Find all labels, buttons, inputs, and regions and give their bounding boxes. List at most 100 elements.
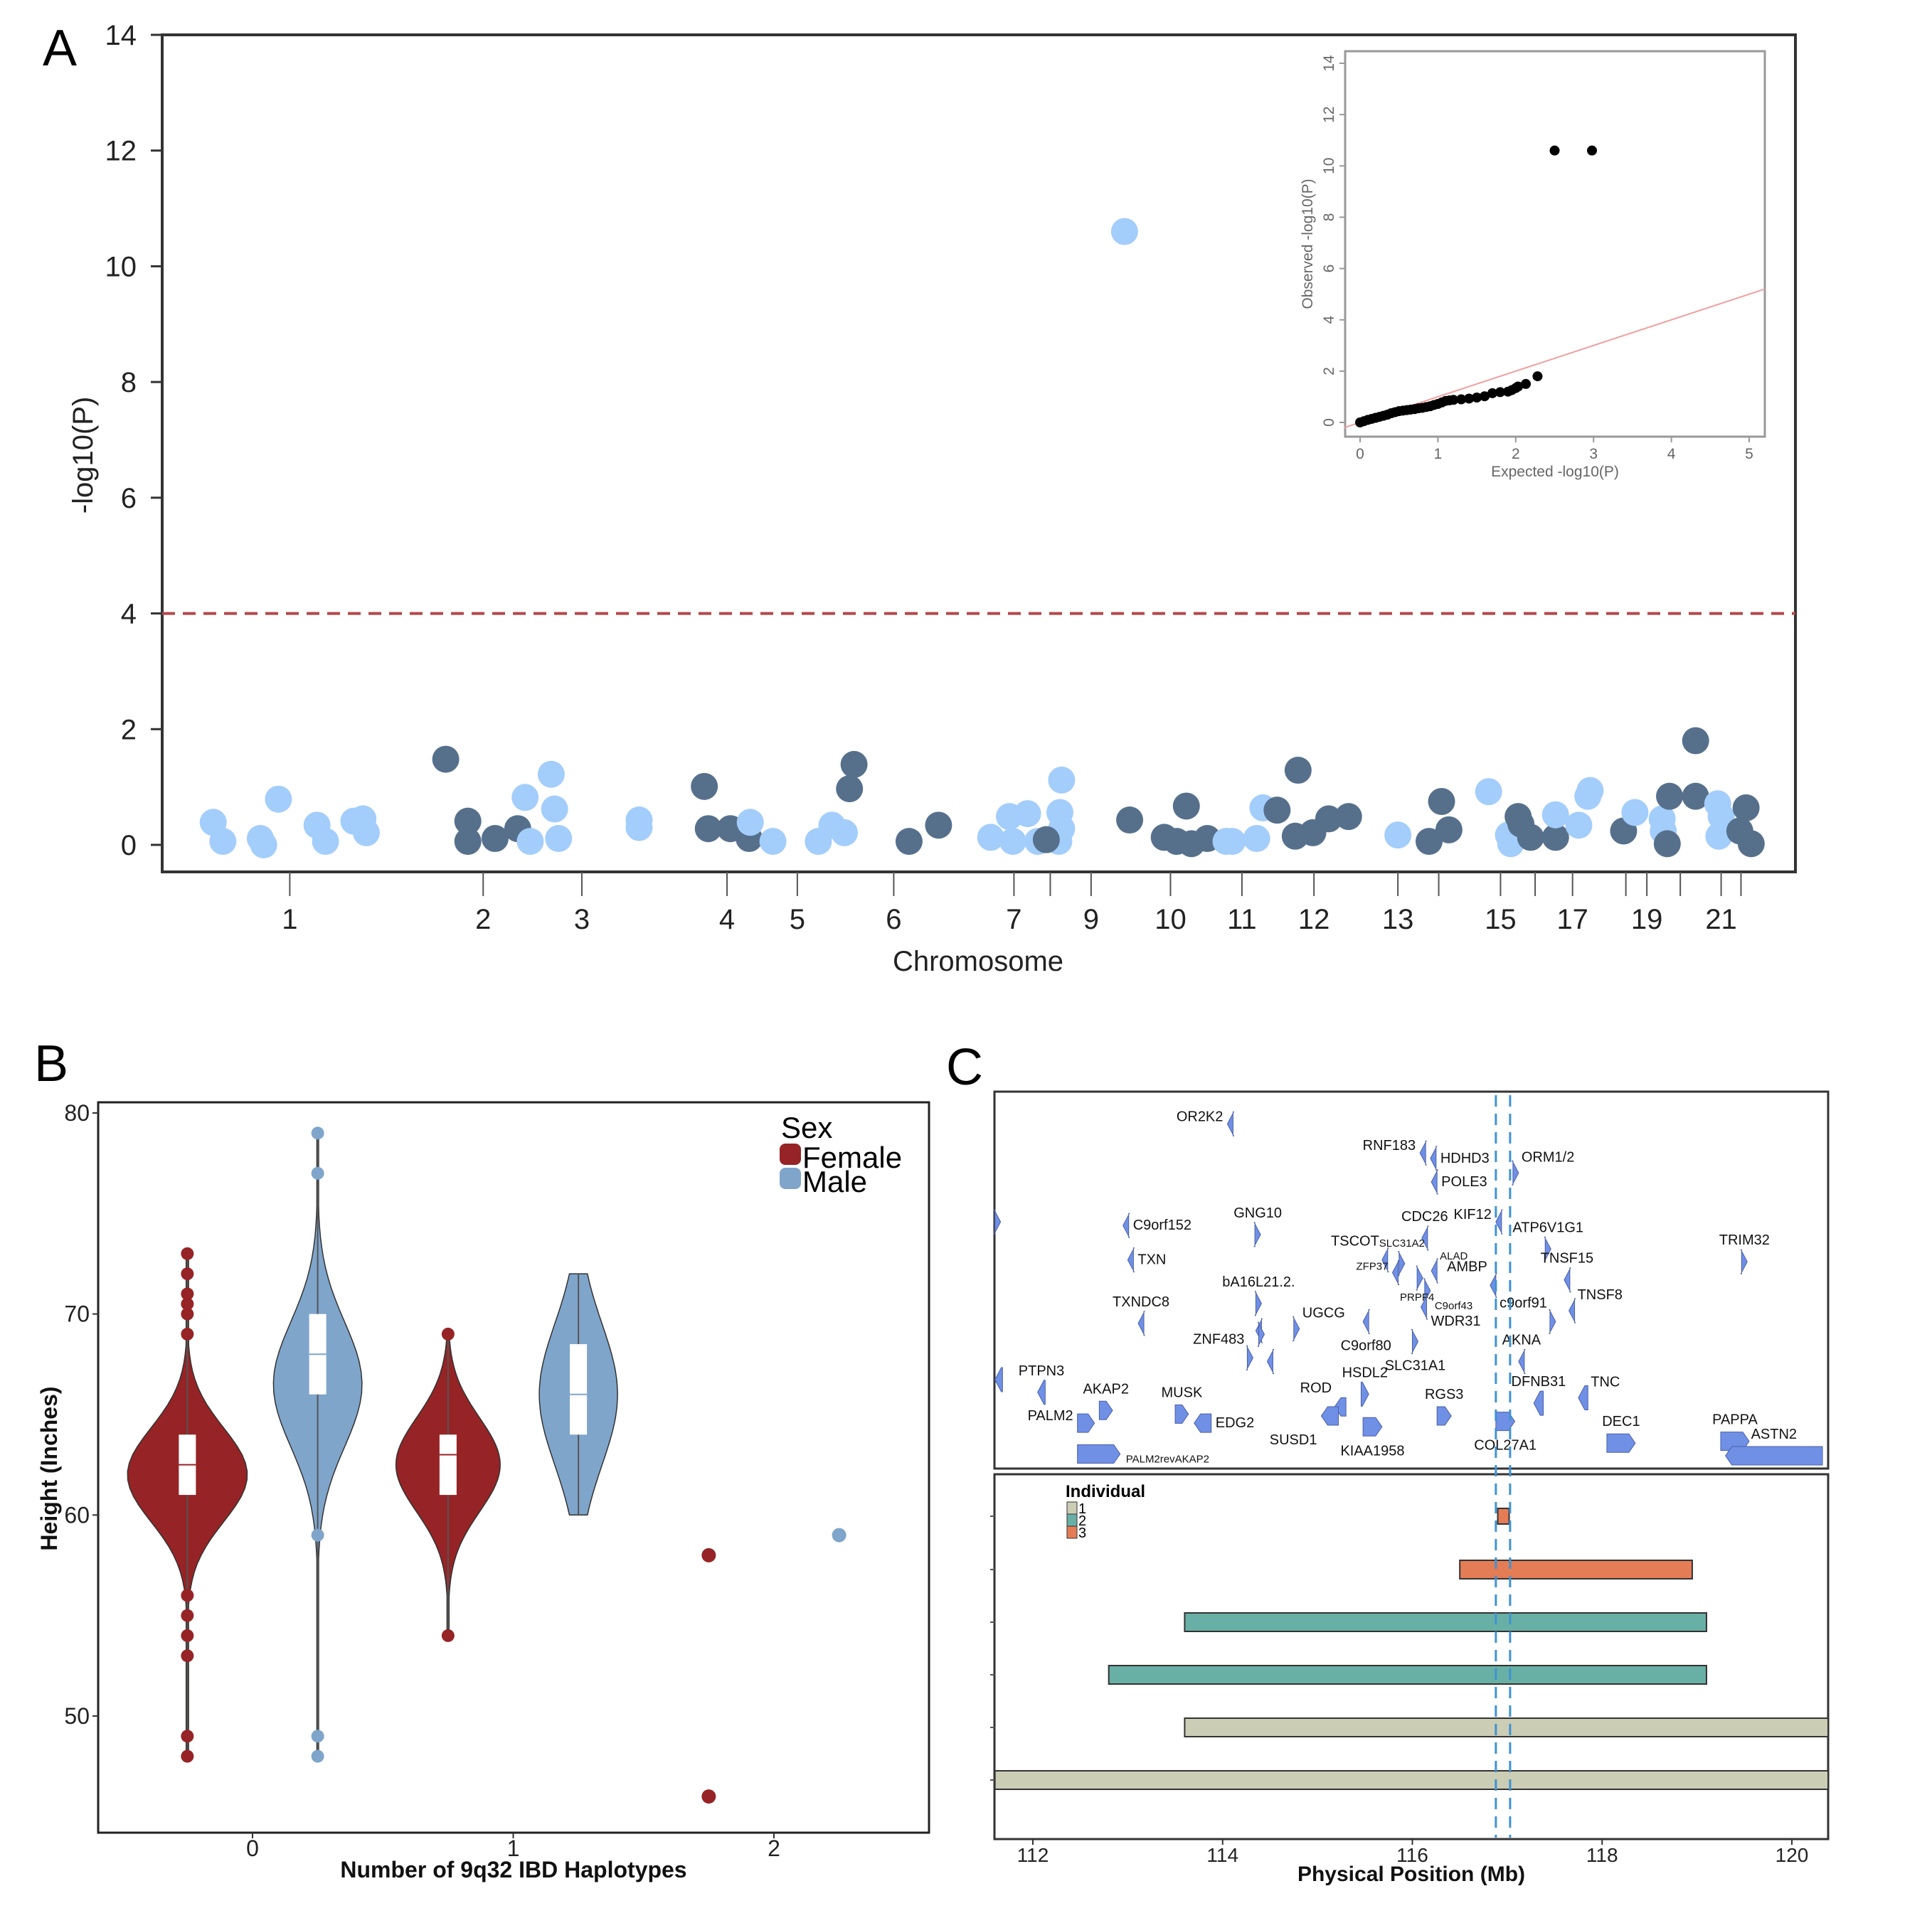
gene-glyph bbox=[1098, 1400, 1113, 1420]
gene-label: DFNB31 bbox=[1512, 1374, 1566, 1390]
snp-point bbox=[1428, 787, 1455, 815]
y-tick-label: 60 bbox=[64, 1502, 90, 1528]
snp-point bbox=[1656, 782, 1684, 810]
gene-label: ATP6V1G1 bbox=[1512, 1220, 1583, 1235]
outlier-point bbox=[311, 1126, 324, 1140]
snp-point bbox=[209, 828, 237, 856]
gene-label: SLC31A1 bbox=[1385, 1358, 1446, 1373]
x-tick-label: 12 bbox=[1298, 904, 1330, 935]
snp-point bbox=[691, 772, 718, 800]
x-tick-label: 17 bbox=[1556, 904, 1588, 935]
gene-glyph bbox=[1436, 1406, 1452, 1426]
gene-glyph bbox=[1549, 1309, 1556, 1334]
snp-point bbox=[736, 809, 764, 836]
gene-glyph bbox=[1421, 1225, 1429, 1251]
qq-point bbox=[1472, 393, 1482, 403]
x-axis-title: Physical Position (Mb) bbox=[1297, 1863, 1525, 1886]
snp-point bbox=[694, 815, 722, 843]
y-tick-label: 12 bbox=[105, 136, 137, 167]
gene-label: C9orf43 bbox=[1435, 1300, 1472, 1312]
snp-point bbox=[1116, 806, 1144, 834]
qq-y-tick-label: 6 bbox=[1321, 265, 1337, 273]
legend-swatch-individual-3 bbox=[1066, 1525, 1078, 1539]
x-tick-label: 6 bbox=[886, 904, 901, 935]
gene-label: DEC1 bbox=[1602, 1414, 1640, 1429]
y-axis-title: -log10(P) bbox=[68, 397, 99, 514]
gene-glyph bbox=[1360, 1381, 1369, 1407]
qq-x-tick-label: 4 bbox=[1667, 446, 1676, 462]
y-tick-label: 80 bbox=[64, 1100, 90, 1126]
gene-glyph bbox=[1569, 1298, 1576, 1323]
y-tick-label: 70 bbox=[64, 1301, 90, 1327]
gene-glyph bbox=[1077, 1413, 1095, 1433]
violin-plot: 50 60 70 80 0 1 2 Number of 9q32 IBD Haplotyp… bbox=[36, 1100, 930, 1882]
snp-point bbox=[1263, 797, 1291, 824]
legend-swatch-individual-1 bbox=[1066, 1501, 1078, 1515]
snp-point bbox=[1415, 828, 1443, 856]
gene-label: ZNF483 bbox=[1193, 1331, 1244, 1347]
y-tick-label: 0 bbox=[121, 830, 137, 861]
panel-label-b: B bbox=[34, 1035, 68, 1092]
outlier-point bbox=[181, 1297, 194, 1311]
gene-glyph bbox=[1419, 1140, 1428, 1166]
snp-point bbox=[1014, 800, 1041, 828]
x-tick-label: 4 bbox=[719, 904, 735, 935]
snp-point bbox=[1284, 757, 1312, 784]
x-tick-label: 1 bbox=[507, 1836, 520, 1861]
gene-label: KIAA1958 bbox=[1340, 1443, 1404, 1459]
qq-point bbox=[1480, 391, 1490, 402]
ibd-segment-individual-1 bbox=[994, 1770, 1829, 1790]
snp-point bbox=[1032, 826, 1060, 853]
gene-label: OR2K2 bbox=[1177, 1109, 1224, 1124]
qq-y-tick-label: 0 bbox=[1321, 418, 1337, 427]
ibd-segment-individual-2 bbox=[1184, 1612, 1707, 1632]
snp-point bbox=[1565, 811, 1593, 839]
gene-glyph bbox=[1381, 1247, 1389, 1273]
gene-label: TNSF8 bbox=[1578, 1287, 1623, 1303]
snp-point bbox=[1541, 824, 1569, 851]
qq-point bbox=[1487, 388, 1497, 398]
gene-label: HDHD3 bbox=[1440, 1151, 1490, 1166]
qq-point bbox=[1448, 395, 1459, 405]
gene-glyph bbox=[1077, 1444, 1121, 1464]
snp-point bbox=[999, 828, 1026, 856]
gene-glyph bbox=[1362, 1309, 1370, 1334]
outlier-point bbox=[311, 1528, 324, 1542]
qq-point bbox=[1521, 378, 1532, 389]
gene-label: PALM2revAKAP2 bbox=[1126, 1454, 1209, 1466]
legend-swatch-female bbox=[780, 1144, 801, 1165]
x-tick-label: 13 bbox=[1382, 904, 1414, 935]
gene-label: GNG10 bbox=[1233, 1205, 1282, 1221]
outlier-point bbox=[311, 1730, 324, 1743]
gene-glyph bbox=[1194, 1413, 1212, 1433]
legend-label-male: Male bbox=[802, 1165, 867, 1198]
gene-track-plot: OR2K2 RNF183 HDHD3 POLE3 ORM1/2 C9orf152 GNG10… bbox=[990, 1090, 1830, 1886]
gene-glyph bbox=[1720, 1432, 1750, 1451]
qq-y-tick-label: 10 bbox=[1321, 158, 1337, 174]
outlier-point bbox=[181, 1749, 194, 1763]
snp-point bbox=[250, 831, 277, 858]
gene-glyph bbox=[1253, 1222, 1261, 1247]
gene-label: PALM2 bbox=[1028, 1408, 1073, 1424]
qq-y-tick-label: 14 bbox=[1321, 55, 1337, 72]
snp-point bbox=[545, 825, 573, 853]
gene-glyph bbox=[1740, 1249, 1748, 1274]
gene-glyph bbox=[1431, 1258, 1439, 1284]
qq-x-tick-label: 5 bbox=[1745, 446, 1753, 462]
x-tick-label: 15 bbox=[1485, 904, 1517, 935]
gene-glyph bbox=[1174, 1404, 1189, 1424]
legend-label-female: Female bbox=[802, 1141, 902, 1174]
snp-point bbox=[925, 811, 952, 839]
y-tick-label: 6 bbox=[121, 483, 137, 514]
gene-label: TNSF15 bbox=[1541, 1251, 1593, 1267]
y-tick-label: 8 bbox=[121, 367, 137, 398]
gene-glyph bbox=[1137, 1311, 1145, 1336]
gene-label: c9orf91 bbox=[1500, 1295, 1547, 1311]
outlier-point bbox=[181, 1649, 194, 1663]
qq-y-tick-label: 2 bbox=[1321, 367, 1337, 375]
legend-label-individual-2: 2 bbox=[1078, 1513, 1086, 1529]
snp-point bbox=[541, 795, 568, 823]
gene-label: EDG2 bbox=[1216, 1415, 1254, 1431]
legend-swatch-individual-2 bbox=[1066, 1513, 1078, 1527]
gene-glyph bbox=[1246, 1345, 1253, 1370]
